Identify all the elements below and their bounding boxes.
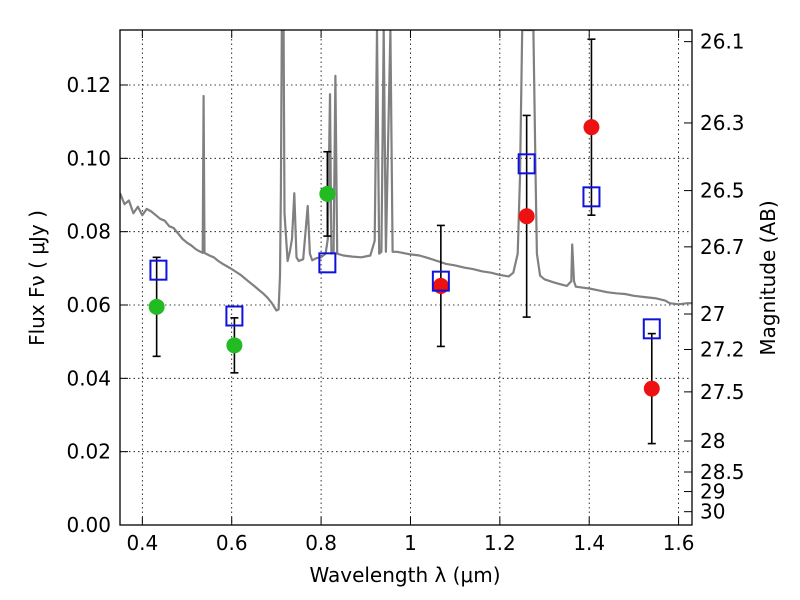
model-photometry-square (431, 270, 450, 292)
right-tick-label: 27 (700, 302, 725, 326)
x-tick-label: 1.2 (484, 531, 516, 555)
model-photometry-square (517, 153, 536, 175)
x-tick-label: 1 (404, 531, 417, 555)
data-point (226, 337, 243, 354)
right-tick-label: 30 (700, 500, 725, 524)
y-tick-label: 0.06 (66, 293, 111, 317)
y-tick-label: 0.04 (66, 366, 111, 390)
right-tick-label: 26.1 (700, 30, 745, 54)
data-point (518, 208, 535, 225)
data-point (643, 380, 660, 397)
y-tick-label: 0.00 (66, 513, 111, 537)
y-tick-label: 0.12 (66, 73, 111, 97)
right-tick-label: 27.5 (700, 380, 745, 404)
x-tick-label: 0.6 (216, 531, 248, 555)
axes (119, 29, 693, 526)
right-tick-label: 28 (700, 429, 725, 453)
x-tick-label: 0.4 (126, 531, 158, 555)
plot-area (120, 30, 692, 445)
y-tick-label: 0.10 (66, 146, 111, 170)
model-photometry-square (642, 318, 661, 340)
right-tick-label: 28.5 (700, 460, 745, 484)
tick-labels: 0.4 0.6 0.8 1 1.2 1.4 1.6 0.00 0.02 0.04 0.06 0.08 0… (66, 30, 744, 555)
data-point (148, 298, 165, 315)
model-photometry-square (225, 305, 244, 327)
model-photometry-square (318, 252, 337, 274)
right-tick-label: 26.5 (700, 179, 745, 203)
data-point (319, 185, 336, 202)
y-tick-label: 0.02 (66, 440, 111, 464)
right-tick-label: 26.3 (700, 111, 745, 135)
axes-frame (119, 29, 693, 526)
right-tick-label: 29 (700, 480, 725, 504)
model-photometry-square (582, 186, 601, 208)
right-tick-label: 26.7 (700, 235, 745, 259)
x-tick-label: 0.8 (305, 531, 337, 555)
x-tick-label: 1.6 (663, 531, 695, 555)
right-axis-label: Magnitude (AB) (756, 200, 780, 355)
y-axis-label: Flux Fν ( μJy ) (25, 210, 49, 346)
model-spectrum-line (120, 30, 692, 312)
y-tick-label: 0.08 (66, 220, 111, 244)
x-tick-label: 1.4 (573, 531, 605, 555)
right-tick-label: 27.2 (700, 338, 745, 362)
grid (120, 30, 692, 526)
model-photometry-square (149, 259, 168, 281)
data-point (583, 119, 600, 136)
x-axis-label: Wavelength λ (μm) (309, 563, 500, 587)
